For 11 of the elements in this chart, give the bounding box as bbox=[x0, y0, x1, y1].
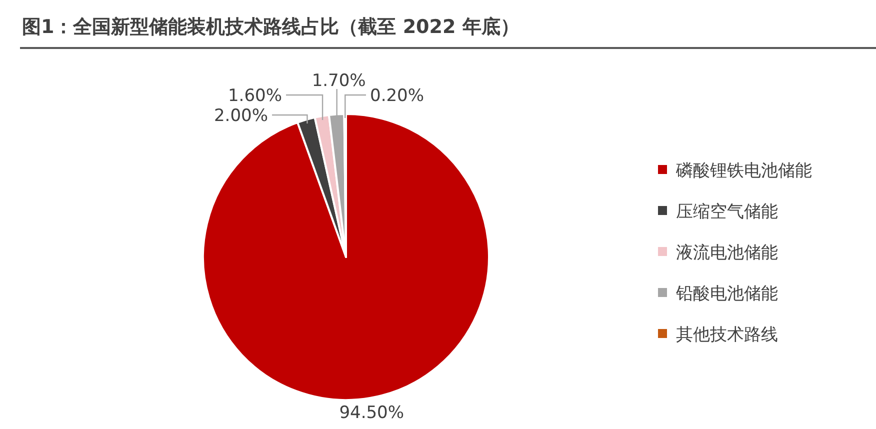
legend-label: 其他技术路线 bbox=[676, 325, 778, 345]
legend-label: 压缩空气储能 bbox=[676, 202, 778, 222]
chart-title: 图1：全国新型储能装机技术路线占比（截至 2022 年底） bbox=[22, 16, 520, 38]
legend-label: 铅酸电池储能 bbox=[675, 284, 778, 304]
data-label: 2.00% bbox=[214, 106, 268, 126]
data-label: 0.20% bbox=[370, 86, 424, 106]
legend-label: 磷酸锂铁电池储能 bbox=[675, 161, 812, 181]
data-label: 94.50% bbox=[339, 402, 404, 423]
data-label: 1.70% bbox=[312, 71, 366, 91]
data-label: 1.60% bbox=[228, 86, 282, 106]
legend-label: 液流电池储能 bbox=[676, 243, 778, 263]
